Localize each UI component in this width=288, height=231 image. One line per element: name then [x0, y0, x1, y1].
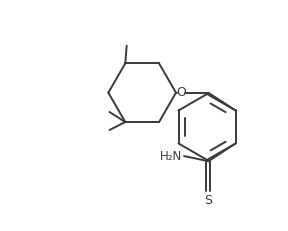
- Text: H₂N: H₂N: [160, 149, 182, 163]
- Text: S: S: [204, 194, 212, 207]
- Text: O: O: [176, 86, 186, 99]
